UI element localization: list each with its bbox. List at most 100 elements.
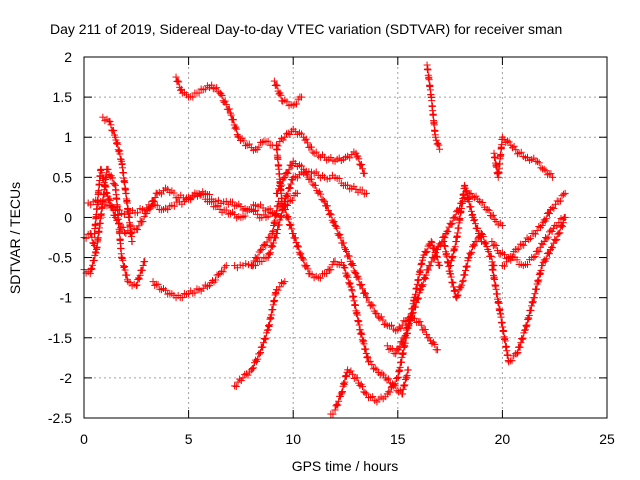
data-point bbox=[533, 227, 541, 235]
data-point bbox=[106, 118, 114, 126]
data-point bbox=[279, 205, 287, 213]
data-point bbox=[471, 216, 479, 224]
data-point bbox=[332, 402, 340, 410]
data-point bbox=[209, 277, 217, 285]
series-trace-w bbox=[446, 181, 485, 270]
data-point bbox=[341, 378, 349, 386]
data-point bbox=[285, 184, 293, 192]
data-point bbox=[492, 241, 500, 249]
data-point bbox=[362, 390, 370, 398]
data-point bbox=[447, 220, 455, 228]
data-point bbox=[121, 266, 129, 274]
data-point bbox=[308, 175, 316, 183]
data-point bbox=[110, 180, 118, 188]
series-trace-g bbox=[172, 73, 276, 154]
data-point bbox=[156, 285, 164, 293]
data-point bbox=[549, 244, 557, 252]
data-point bbox=[475, 233, 483, 241]
data-point bbox=[189, 193, 197, 201]
data-point bbox=[134, 209, 142, 217]
data-point bbox=[141, 258, 149, 266]
series-trace-v bbox=[498, 213, 569, 270]
data-point bbox=[434, 139, 442, 147]
data-point bbox=[86, 270, 94, 278]
data-point bbox=[208, 81, 216, 89]
data-point bbox=[170, 189, 178, 197]
data-point bbox=[361, 289, 369, 297]
data-point bbox=[274, 226, 282, 234]
data-point bbox=[347, 367, 355, 375]
data-point bbox=[109, 206, 117, 214]
data-point bbox=[458, 281, 466, 289]
data-point bbox=[253, 255, 261, 263]
data-point bbox=[87, 230, 95, 238]
data-point bbox=[321, 197, 329, 205]
y-tick-label: -2.5 bbox=[48, 410, 72, 426]
data-point bbox=[451, 243, 459, 251]
data-point bbox=[132, 282, 140, 290]
data-point bbox=[451, 246, 459, 254]
data-point bbox=[304, 139, 312, 147]
data-point bbox=[316, 274, 324, 282]
data-point bbox=[399, 390, 407, 398]
data-point bbox=[135, 222, 143, 230]
y-tick-label: 2 bbox=[64, 49, 72, 65]
data-point bbox=[434, 246, 442, 254]
data-point bbox=[359, 337, 367, 345]
data-point bbox=[358, 186, 366, 194]
data-point bbox=[172, 73, 180, 81]
data-point bbox=[133, 281, 141, 289]
data-point bbox=[239, 374, 247, 382]
data-point bbox=[263, 238, 271, 246]
series-trace-r bbox=[440, 229, 498, 302]
data-point bbox=[380, 371, 388, 379]
data-point bbox=[436, 145, 444, 153]
data-point bbox=[233, 125, 241, 133]
data-point bbox=[287, 221, 295, 229]
data-point bbox=[86, 229, 94, 237]
data-point bbox=[114, 140, 122, 148]
data-point bbox=[378, 369, 386, 377]
data-point bbox=[468, 248, 476, 256]
data-point bbox=[451, 286, 459, 294]
data-point bbox=[258, 257, 266, 265]
data-point bbox=[391, 380, 399, 388]
data-point bbox=[416, 286, 424, 294]
data-point bbox=[345, 280, 353, 288]
data-point bbox=[362, 345, 370, 353]
data-point bbox=[151, 194, 159, 202]
data-point bbox=[353, 273, 361, 281]
y-tick-label: -1.5 bbox=[48, 330, 72, 346]
data-point bbox=[399, 338, 407, 346]
data-point bbox=[151, 281, 159, 289]
data-point bbox=[105, 195, 113, 203]
data-point bbox=[293, 189, 301, 197]
data-point bbox=[476, 232, 484, 240]
data-point bbox=[229, 116, 237, 124]
data-point bbox=[338, 388, 346, 396]
data-point bbox=[392, 350, 400, 358]
data-point bbox=[534, 247, 542, 255]
data-point bbox=[538, 262, 546, 270]
data-point bbox=[90, 242, 98, 250]
data-point bbox=[531, 252, 539, 260]
data-point bbox=[395, 346, 403, 354]
data-point bbox=[544, 171, 552, 179]
data-point bbox=[368, 301, 376, 309]
data-point bbox=[364, 354, 372, 362]
y-tick-labels: -2.5 -2 -1.5 -1 -0.5 0 0.5 1 1.5 2 bbox=[48, 49, 72, 426]
x-tick-labels: 0 5 10 15 20 25 bbox=[80, 431, 615, 447]
data-point bbox=[336, 230, 344, 238]
data-point bbox=[114, 146, 122, 154]
data-point bbox=[266, 250, 274, 258]
data-point bbox=[330, 218, 338, 226]
data-point bbox=[99, 113, 107, 121]
data-point bbox=[340, 379, 348, 387]
data-point bbox=[164, 206, 172, 214]
data-point bbox=[523, 321, 531, 329]
series-trace-n bbox=[272, 141, 301, 213]
data-point bbox=[430, 254, 438, 262]
data-point bbox=[403, 323, 411, 331]
data-point bbox=[470, 194, 478, 202]
data-point bbox=[454, 291, 462, 299]
